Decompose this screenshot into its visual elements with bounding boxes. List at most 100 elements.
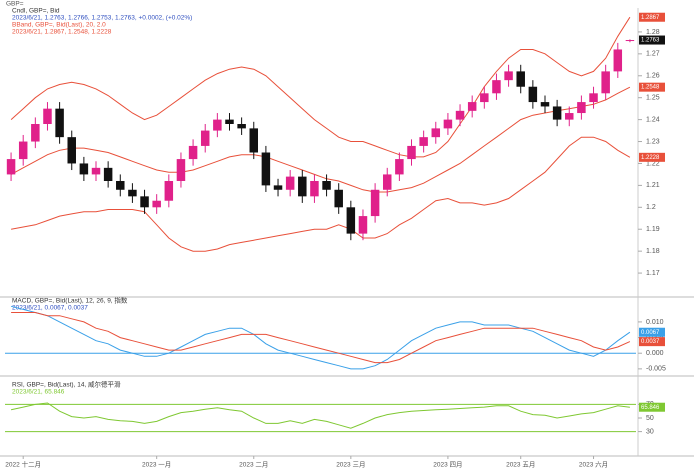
candle-body [128, 189, 137, 197]
y-tick-label: 50 [646, 415, 654, 422]
legend-text: 2023/6/21, 0.0067, 0.0037 [12, 305, 88, 312]
candle-body [528, 86, 538, 103]
y-tick-label: 1.28 [646, 29, 660, 36]
last-value-box [639, 327, 665, 337]
y-tick-label: 1.18 [646, 248, 660, 255]
candle-body [176, 159, 186, 181]
candle-body [310, 181, 319, 197]
candle-body [625, 40, 635, 42]
last-value-label: 1.2763 [641, 38, 660, 44]
candle-body [103, 167, 113, 181]
candle-body [213, 119, 222, 131]
candle-body [200, 130, 210, 146]
candle-body [140, 196, 149, 208]
candle-body [480, 93, 489, 103]
x-tick-label: 2023 五月 [506, 461, 535, 469]
indicator-line [10, 16, 631, 158]
candle-body [116, 181, 125, 190]
y-tick-label: 1.23 [646, 138, 660, 145]
x-tick-label: 2023 四月 [433, 461, 462, 469]
candle-body [382, 174, 392, 190]
candle-body [395, 159, 404, 175]
candle-body [164, 181, 174, 201]
candle-body [322, 181, 331, 190]
candle-body [589, 93, 598, 103]
candle-body [613, 49, 623, 72]
y-tick-label: 1.26 [646, 73, 660, 80]
candle-body [31, 124, 40, 142]
indicator-line [10, 305, 631, 370]
legend-text: 2023/6/21, 1.2763, 1.2766, 1.2753, 1.276… [12, 15, 192, 22]
last-value-box [639, 337, 665, 347]
legend-text: MACD, GBP=, Bid(Last), 12, 26, 9, 指数 [12, 296, 128, 305]
legend-text: Cndl, GBP=, Bid [12, 8, 60, 15]
y-tick-label: 1.19 [646, 226, 660, 233]
last-value-label: 1.2228 [641, 155, 660, 161]
legend-text: 2023/6/21, 1.2867, 1.2548, 1.2228 [12, 29, 112, 36]
candle-body [540, 102, 550, 107]
last-value-box [639, 12, 665, 22]
legend-text: RSI, GBP=, Bid(Last), 14, 威尔德平滑 [12, 380, 121, 389]
candle-body [225, 119, 234, 124]
y-tick-label: 1.22 [646, 160, 660, 167]
candle-body [273, 185, 283, 190]
last-value-label: 65.846 [641, 405, 660, 411]
candle-body [565, 113, 574, 120]
x-tick-label: 2023 六月 [579, 460, 608, 469]
candle-body [298, 176, 307, 197]
last-value-box [639, 152, 665, 162]
candle-body [18, 141, 28, 160]
candle-body [334, 189, 343, 208]
x-tick-label: 2023 一月 [142, 461, 171, 469]
candle-body [467, 102, 477, 111]
candle-body [455, 110, 465, 120]
candle-body [43, 108, 52, 124]
candle-body [601, 71, 610, 94]
candle-body [79, 163, 89, 175]
candle-body [419, 137, 428, 146]
y-tick-label: 30 [646, 428, 654, 435]
x-tick-label: 2023 三月 [336, 461, 365, 469]
indicator-line [10, 402, 630, 429]
window-title: GBP= [6, 1, 24, 8]
y-tick-label: 0.010 [646, 319, 664, 326]
y-tick-label: -0.005 [646, 366, 666, 373]
candle-body [370, 189, 380, 217]
legend-text: 2023/6/21, 65.846 [12, 389, 65, 396]
last-value-label: 0.0067 [641, 330, 660, 336]
candle-body [431, 128, 441, 138]
y-tick-label: 0.000 [646, 350, 664, 357]
indicator-line [10, 86, 631, 193]
y-tick-label: 1.25 [646, 95, 660, 102]
candle-body [492, 80, 501, 94]
last-value-box [639, 35, 665, 45]
candle-body [504, 71, 513, 81]
x-tick-label: 2023 二月 [239, 461, 268, 469]
candle-body [516, 71, 525, 87]
legend-text: BBand, GBP=, Bid(Last), 20, 2.0 [12, 22, 106, 29]
candle-body [577, 102, 586, 114]
candle-body [152, 200, 161, 208]
candle-body [55, 108, 64, 138]
candle-body [358, 216, 368, 234]
last-value-box [639, 402, 665, 412]
candle-body [443, 119, 453, 129]
candle-body [237, 124, 246, 129]
candle-body [346, 207, 356, 234]
candle-body [249, 128, 259, 153]
candle-body [407, 145, 416, 160]
candle-body [552, 106, 562, 120]
indicator-line [11, 136, 631, 252]
y-tick-label: 1.17 [646, 270, 660, 277]
last-value-box [639, 82, 665, 92]
candle-body [261, 152, 271, 186]
last-value-label: 1.2867 [641, 15, 660, 21]
y-tick-label: 1.2 [646, 204, 656, 211]
y-tick-label: 1.21 [646, 182, 660, 189]
candle-body [188, 145, 198, 160]
candle-body [91, 167, 101, 175]
x-tick-label: 2022 十二月 [5, 460, 41, 469]
last-value-label: 1.2548 [641, 85, 660, 91]
y-tick-label: 1.27 [646, 51, 660, 58]
